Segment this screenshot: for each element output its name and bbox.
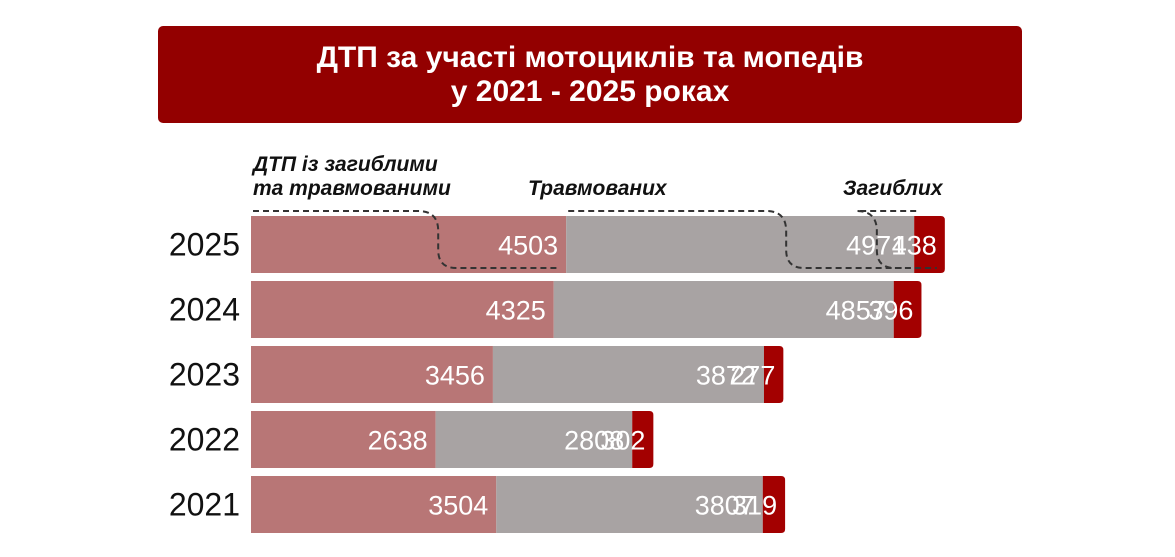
bar-2021-series-2 — [762, 476, 786, 533]
year-label-2025: 2025 — [169, 227, 240, 263]
chart-title-line-2: у 2021 - 2025 роках — [450, 74, 730, 108]
bar-2022-series-1 — [435, 411, 633, 468]
value-label-2024-series-0: 4325 — [486, 296, 546, 326]
bar-2025-series-2 — [914, 216, 945, 273]
bar-2025-series-0 — [251, 216, 567, 273]
value-label-2024-series-2: 396 — [868, 296, 913, 326]
value-label-2022-series-2: 302 — [600, 426, 645, 456]
bar-2024-series-0 — [251, 281, 554, 338]
year-label-2024: 2024 — [169, 292, 240, 328]
chart-title-banner: ДТП за участі мотоциклів та мопедів у 20… — [158, 26, 1022, 123]
value-label-2024-series-1: 4857 — [826, 296, 886, 326]
chart-title-line-1: ДТП за участі мотоциклів та мопедів — [316, 40, 864, 74]
value-label-2021-series-2: 319 — [732, 491, 777, 521]
value-label-2023-series-2: 277 — [730, 361, 775, 391]
legend-connector-series-2 — [856, 210, 937, 269]
bar-2024-series-1 — [553, 281, 894, 338]
bar-2022-series-0 — [251, 411, 436, 468]
bar-2023-series-2 — [763, 346, 784, 403]
bar-2021-series-0 — [251, 476, 497, 533]
value-label-2022-series-0: 2638 — [368, 426, 428, 456]
value-label-2023-series-1: 3872 — [696, 361, 756, 391]
year-label-2021: 2021 — [169, 487, 240, 523]
value-label-2022-series-1: 2808 — [564, 426, 624, 456]
legend-label-series-0-line-1: та травмованими — [253, 177, 451, 200]
value-label-2021-series-0: 3504 — [428, 491, 488, 521]
legend-label-series-2-line-0: Загиблих — [843, 177, 944, 200]
bar-2023-series-1 — [492, 346, 764, 403]
value-label-2025-series-2: 438 — [892, 231, 937, 261]
bar-2024-series-2 — [893, 281, 922, 338]
value-label-2025-series-1: 4971 — [846, 231, 906, 261]
value-label-2021-series-1: 3807 — [695, 491, 755, 521]
bar-2023-series-0 — [251, 346, 493, 403]
value-label-2023-series-0: 3456 — [425, 361, 485, 391]
legend-label-series-0-line-0: ДТП із загиблими — [251, 153, 438, 176]
bar-2021-series-1 — [496, 476, 763, 533]
legend-connector-series-1 — [568, 210, 907, 269]
legend-connector-series-0 — [253, 210, 559, 269]
bar-2025-series-1 — [566, 216, 915, 273]
value-label-2025-series-0: 4503 — [498, 231, 558, 261]
year-label-2023: 2023 — [169, 357, 240, 393]
year-label-2022: 2022 — [169, 422, 240, 458]
bar-2022-series-2 — [632, 411, 654, 468]
legend-label-series-1-line-0: Травмованих — [528, 177, 668, 200]
